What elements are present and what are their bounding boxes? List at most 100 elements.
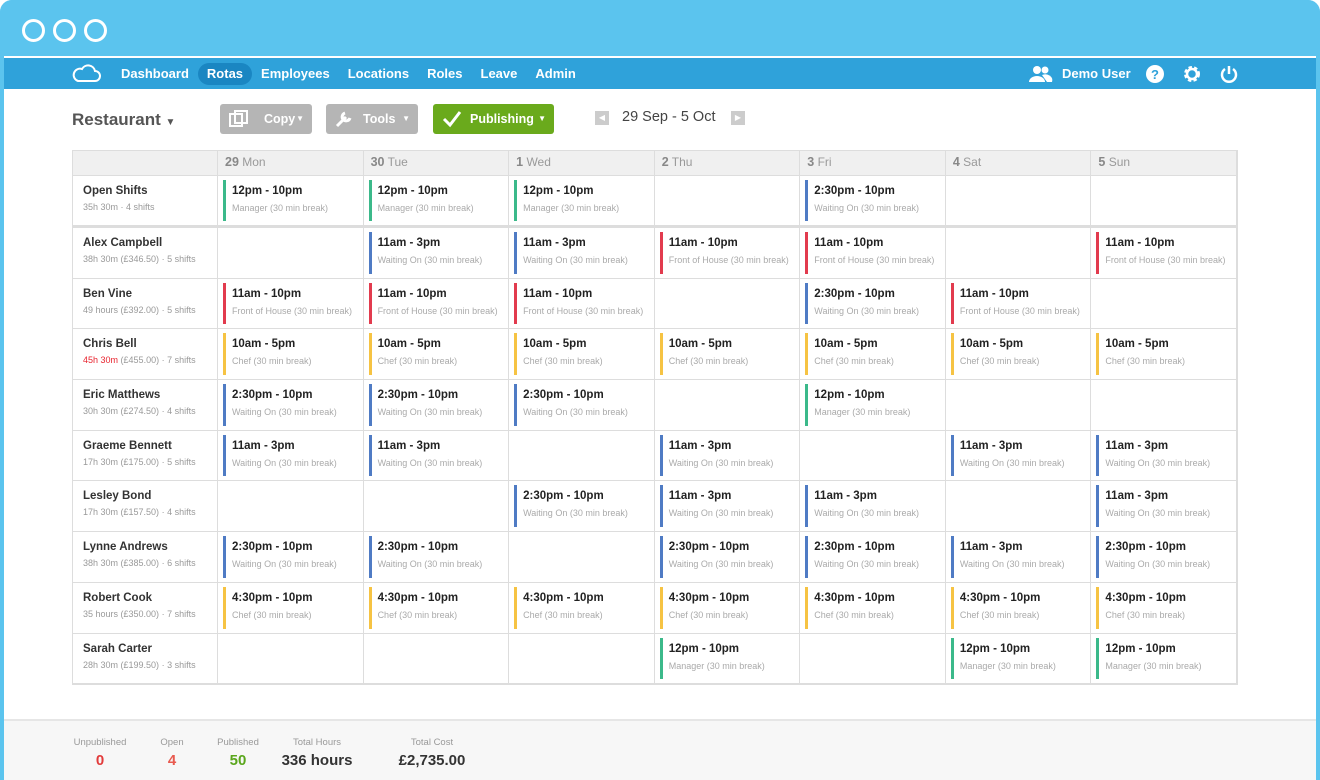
shift[interactable]: 2:30pm - 10pm Waiting On (30 min break) [805,282,919,325]
rota-cell[interactable]: 11am - 3pm Waiting On (30 min break) [945,532,1092,583]
rota-cell[interactable]: 2:30pm - 10pm Waiting On (30 min break) [363,532,510,583]
logout-icon[interactable] [1219,64,1239,84]
rota-cell[interactable]: 4:30pm - 10pm Chef (30 min break) [218,582,364,634]
shift[interactable]: 11am - 10pm Front of House (30 min break) [223,282,352,325]
shift[interactable]: 11am - 10pm Front of House (30 min break) [514,282,643,325]
rota-cell[interactable]: 2:30pm - 10pm Waiting On (30 min break) [800,532,946,583]
rota-cell[interactable]: 4:30pm - 10pm Chef (30 min break) [509,582,655,634]
shift[interactable]: 2:30pm - 10pm Waiting On (30 min break) [368,384,482,426]
rota-cell[interactable]: 11am - 10pm Front of House (30 min break) [363,278,510,330]
rota-cell[interactable] [509,633,655,685]
rota-cell[interactable] [1091,380,1237,431]
shift[interactable]: 11am - 3pm Waiting On (30 min break) [659,434,773,477]
nav-item[interactable]: Leave [480,66,518,81]
shift[interactable]: 11am - 10pm Front of House (30 min break) [950,282,1080,325]
shift[interactable]: 4:30pm - 10pm Chef (30 min break) [805,586,895,629]
shift[interactable]: 11am - 3pm Waiting On (30 min break) [659,485,773,528]
shift[interactable]: 11am - 3pm Waiting On (30 min break) [950,536,1065,578]
rota-cell[interactable] [509,430,655,482]
shift[interactable]: 10am - 5pm Chef (30 min break) [950,333,1039,376]
rota-cell[interactable]: 10am - 5pm Chef (30 min break) [654,329,801,381]
rota-cell[interactable]: 11am - 10pm Front of House (30 min break) [218,278,364,330]
shift[interactable]: 12pm - 10pm Manager (30 min break) [805,384,910,426]
rota-cell[interactable]: 2:30pm - 10pm Waiting On (30 min break) [218,532,364,583]
rota-cell[interactable]: 11am - 10pm Front of House (30 min break) [1091,228,1237,279]
shift[interactable]: 12pm - 10pm Manager (30 min break) [223,180,328,221]
shift[interactable]: 10am - 5pm Chef (30 min break) [514,333,603,376]
settings-icon[interactable] [1182,64,1202,84]
shift[interactable]: 10am - 5pm Chef (30 min break) [1096,333,1185,376]
rota-cell[interactable]: 11am - 3pm Waiting On (30 min break) [654,430,801,482]
window-button[interactable] [22,19,45,42]
shift[interactable]: 2:30pm - 10pm Waiting On (30 min break) [659,536,773,578]
rota-cell[interactable] [218,228,364,279]
rota-cell[interactable]: 12pm - 10pm Manager (30 min break) [945,633,1092,685]
shift[interactable]: 2:30pm - 10pm Waiting On (30 min break) [1096,536,1210,578]
rota-cell[interactable]: 10am - 5pm Chef (30 min break) [1091,329,1237,381]
rota-cell[interactable]: 2:30pm - 10pm Waiting On (30 min break) [509,481,655,533]
rota-cell[interactable]: 12pm - 10pm Manager (30 min break) [800,380,946,431]
rota-cell[interactable]: 4:30pm - 10pm Chef (30 min break) [800,582,946,634]
nav-item[interactable]: Employees [261,66,330,81]
next-week[interactable]: ▶ [731,111,745,125]
shift[interactable]: 2:30pm - 10pm Waiting On (30 min break) [223,384,337,426]
shift[interactable]: 11am - 10pm Front of House (30 min break) [368,282,498,325]
shift[interactable]: 4:30pm - 10pm Chef (30 min break) [368,586,458,629]
shift[interactable]: 11am - 3pm Waiting On (30 min break) [368,232,482,274]
rota-cell[interactable]: 12pm - 10pm Manager (30 min break) [654,633,801,685]
nav-item[interactable]: Locations [347,66,410,81]
shift[interactable]: 11am - 10pm Front of House (30 min break) [1096,232,1225,274]
window-button[interactable] [53,19,76,42]
rota-cell[interactable] [363,633,510,685]
rota-cell[interactable] [218,481,364,533]
shift[interactable]: 10am - 5pm Chef (30 min break) [223,333,312,376]
rota-cell[interactable]: 2:30pm - 10pm Waiting On (30 min break) [800,176,946,228]
rota-cell[interactable]: 4:30pm - 10pm Chef (30 min break) [654,582,801,634]
help-icon[interactable]: ? [1145,64,1165,84]
rota-cell[interactable]: 4:30pm - 10pm Chef (30 min break) [363,582,510,634]
shift[interactable]: 2:30pm - 10pm Waiting On (30 min break) [514,485,628,528]
rota-cell[interactable]: 10am - 5pm Chef (30 min break) [218,329,364,381]
rota-cell[interactable]: 11am - 3pm Waiting On (30 min break) [800,481,946,533]
shift[interactable]: 12pm - 10pm Manager (30 min break) [950,637,1056,680]
shift[interactable]: 4:30pm - 10pm Chef (30 min break) [514,586,604,629]
rota-cell[interactable] [1091,278,1237,330]
rota-cell[interactable] [509,532,655,583]
shift[interactable]: 11am - 3pm Waiting On (30 min break) [805,485,919,528]
rota-cell[interactable]: 11am - 3pm Waiting On (30 min break) [363,430,510,482]
rota-cell[interactable] [945,228,1092,279]
shift[interactable]: 12pm - 10pm Manager (30 min break) [368,180,474,221]
rota-cell[interactable]: 12pm - 10pm Manager (30 min break) [1091,633,1237,685]
shift[interactable]: 11am - 3pm Waiting On (30 min break) [1096,434,1210,477]
shift[interactable]: 4:30pm - 10pm Chef (30 min break) [223,586,313,629]
logo[interactable] [71,62,101,84]
shift[interactable]: 2:30pm - 10pm Waiting On (30 min break) [514,384,628,426]
rota-cell[interactable]: 11am - 3pm Waiting On (30 min break) [945,430,1092,482]
rota-cell[interactable] [218,633,364,685]
shift[interactable]: 2:30pm - 10pm Waiting On (30 min break) [805,180,919,221]
shift[interactable]: 11am - 3pm Waiting On (30 min break) [1096,485,1210,528]
rota-cell[interactable]: 11am - 3pm Waiting On (30 min break) [218,430,364,482]
shift[interactable]: 11am - 3pm Waiting On (30 min break) [514,232,628,274]
shift[interactable]: 12pm - 10pm Manager (30 min break) [514,180,619,221]
shift[interactable]: 11am - 10pm Front of House (30 min break) [805,232,934,274]
rota-cell[interactable]: 12pm - 10pm Manager (30 min break) [509,176,655,228]
rota-cell[interactable]: 12pm - 10pm Manager (30 min break) [218,176,364,228]
rota-cell[interactable]: 11am - 3pm Waiting On (30 min break) [1091,481,1237,533]
shift[interactable]: 10am - 5pm Chef (30 min break) [659,333,748,376]
rota-cell[interactable]: 11am - 10pm Front of House (30 min break) [654,228,801,279]
rota-cell[interactable]: 2:30pm - 10pm Waiting On (30 min break) [218,380,364,431]
rota-cell[interactable] [654,278,801,330]
rota-cell[interactable]: 11am - 10pm Front of House (30 min break) [509,278,655,330]
shift[interactable]: 11am - 3pm Waiting On (30 min break) [368,434,482,477]
rota-cell[interactable]: 2:30pm - 10pm Waiting On (30 min break) [1091,532,1237,583]
shift[interactable]: 11am - 3pm Waiting On (30 min break) [223,434,337,477]
tools-button[interactable]: Tools ▼ [326,104,418,134]
shift[interactable]: 12pm - 10pm Manager (30 min break) [1096,637,1201,680]
shift[interactable]: 4:30pm - 10pm Chef (30 min break) [659,586,749,629]
rota-cell[interactable]: 11am - 3pm Waiting On (30 min break) [654,481,801,533]
nav-item[interactable]: Rotas [197,63,253,85]
shift[interactable]: 11am - 10pm Front of House (30 min break) [659,232,789,274]
shift[interactable]: 4:30pm - 10pm Chef (30 min break) [1096,586,1186,629]
rota-cell[interactable] [945,176,1092,228]
